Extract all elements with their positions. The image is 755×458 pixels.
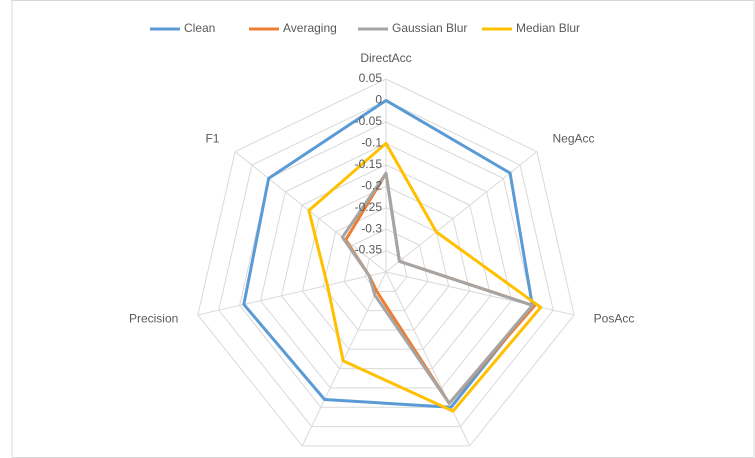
series-line <box>307 141 543 413</box>
r-tick-label: -0.3 <box>361 221 382 235</box>
r-tick-label: 0 <box>375 93 382 107</box>
legend-label: Median Blur <box>516 21 580 35</box>
grid-ring <box>197 78 575 447</box>
category-label: DirectAcc <box>360 51 411 65</box>
grid-ring <box>280 164 492 370</box>
r-tick-label: -0.15 <box>355 157 383 171</box>
series-line <box>242 98 534 409</box>
category-label: Specificity <box>240 456 294 458</box>
series-layer <box>242 98 543 413</box>
r-tick-label: -0.35 <box>355 243 383 257</box>
label-layer: 0.05 0 -0.05 -0.1 -0.15 -0.2 -0.25 -0.3 -0.35 Dir… <box>129 21 634 458</box>
category-label: F1 <box>205 131 219 145</box>
category-label: NegAcc <box>553 131 595 145</box>
grid-ring <box>218 99 554 428</box>
legend-label: Clean <box>184 21 215 35</box>
spoke <box>385 271 471 447</box>
grid-ring <box>322 207 450 331</box>
legend-label: Gaussian Blur <box>392 21 467 35</box>
spoke <box>385 271 575 316</box>
chart-frame <box>11 0 755 458</box>
category-label: PosAcc <box>594 312 635 326</box>
r-tick-label: -0.2 <box>361 178 382 192</box>
spoke <box>385 151 538 273</box>
r-tick-label: -0.25 <box>355 200 383 214</box>
r-tick-label: -0.05 <box>355 114 383 128</box>
legend-label: Averaging <box>283 21 337 35</box>
grid-ring <box>301 185 471 350</box>
r-tick-label: -0.1 <box>361 136 382 150</box>
series-line <box>340 171 534 405</box>
spoke <box>197 271 387 316</box>
category-label: Recall <box>478 456 511 458</box>
grid-ring <box>260 142 512 389</box>
category-label: Precision <box>129 312 178 326</box>
r-tick-label: 0.05 <box>359 71 383 85</box>
